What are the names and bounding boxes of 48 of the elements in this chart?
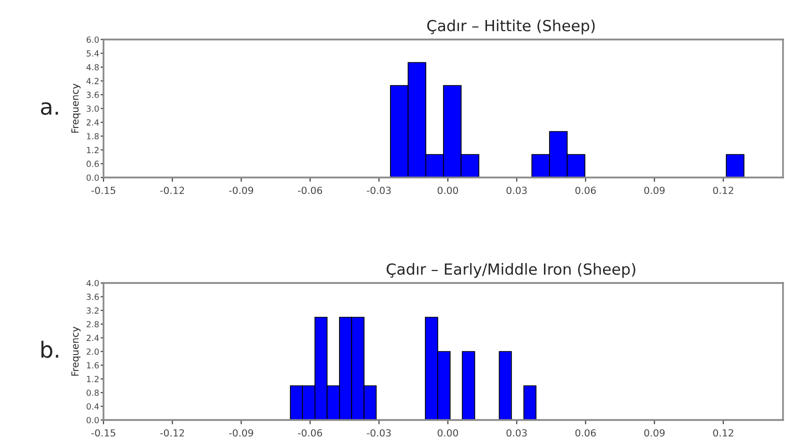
y-tick-label: 1.8 xyxy=(86,133,99,140)
x-tick-label: -0.12 xyxy=(160,186,184,194)
x-tick-label: 0.06 xyxy=(575,429,596,437)
y-tick-label: 3.0 xyxy=(86,105,99,112)
y-tick-label: 2.4 xyxy=(86,119,99,126)
y-axis-title: Frequency xyxy=(71,326,81,376)
chart-title: Çadır – Hittite (Sheep) xyxy=(427,20,595,34)
y-tick-label: 0.0 xyxy=(86,174,99,181)
x-tick-label: -0.03 xyxy=(366,429,391,437)
text: a. xyxy=(40,102,58,115)
y-tick-label: 4.2 xyxy=(86,78,98,84)
y-tick-label: 2.8 xyxy=(86,321,99,328)
y-tick-label: 2.0 xyxy=(86,348,99,355)
text: b. xyxy=(41,340,58,358)
y-tick-label: 0.4 xyxy=(86,403,99,410)
x-tick-label: -0.06 xyxy=(298,186,322,194)
y-tick-label: 0.6 xyxy=(86,160,99,167)
y-tick-label: 3.2 xyxy=(86,307,98,314)
x-tick-label: -0.03 xyxy=(366,186,391,194)
x-tick-label: -0.06 xyxy=(298,429,322,437)
x-tick-label: -0.09 xyxy=(229,429,254,437)
y-tick-label: 4.0 xyxy=(86,280,99,286)
y-tick-label: 1.6 xyxy=(86,362,99,368)
y-tick-label: 3.6 xyxy=(86,92,99,98)
y-tick-label: 0.8 xyxy=(86,390,99,396)
x-tick-label: 0.00 xyxy=(438,186,458,194)
x-tick-label: -0.09 xyxy=(229,186,254,194)
chart-title: Çadır – Early/Middle Iron (Sheep) xyxy=(386,263,636,278)
x-tick-label: -0.15 xyxy=(91,186,116,194)
x-tick-label: 0.09 xyxy=(644,186,665,194)
y-tick-label: 1.2 xyxy=(86,376,98,382)
x-tick-label: -0.15 xyxy=(91,429,116,437)
x-tick-label: 0.09 xyxy=(644,429,665,437)
x-tick-label: 0.12 xyxy=(713,429,734,437)
x-tick-label: 0.00 xyxy=(438,429,458,437)
y-tick-label: 0.0 xyxy=(86,416,99,424)
y-tick-label: 4.8 xyxy=(86,64,99,70)
x-tick-label: 0.03 xyxy=(506,429,527,437)
y-tick-label: 5.4 xyxy=(86,50,99,57)
y-tick-label: 1.2 xyxy=(86,146,98,154)
x-tick-label: 0.12 xyxy=(713,186,734,194)
x-tick-label: -0.12 xyxy=(160,429,184,437)
y-tick-label: 6.0 xyxy=(86,36,99,43)
y-tick-label: 2.4 xyxy=(86,334,99,341)
y-axis-title: Frequency xyxy=(71,84,81,133)
x-tick-label: 0.03 xyxy=(506,186,527,194)
y-tick-label: 3.6 xyxy=(86,294,99,300)
x-tick-label: 0.06 xyxy=(575,186,596,194)
